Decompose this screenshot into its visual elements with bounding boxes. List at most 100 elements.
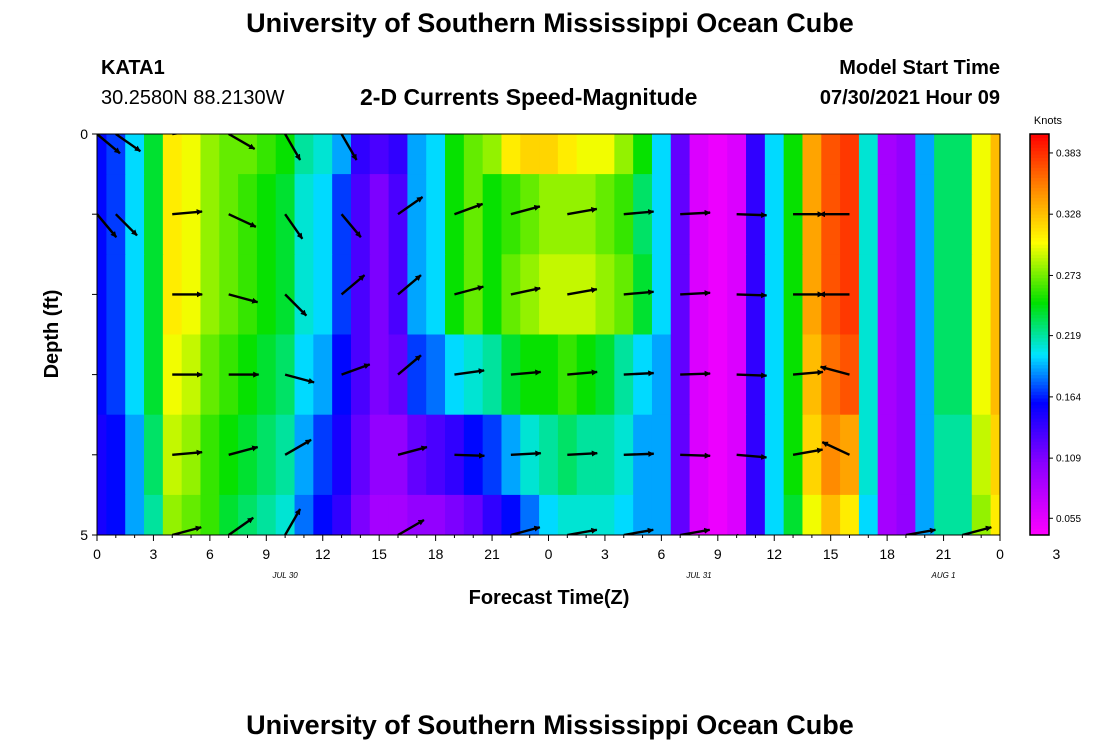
colorbar-segment [1030, 184, 1049, 188]
current-vector [172, 209, 203, 216]
heat-cell [651, 174, 672, 255]
heat-cell [746, 414, 766, 496]
colorbar-segment [1030, 448, 1049, 452]
heat-cell [125, 494, 145, 535]
colorbar-segment [1030, 371, 1049, 376]
heat-cell [689, 134, 710, 175]
colorbar-segment [1030, 504, 1049, 509]
heat-cell [463, 174, 484, 255]
colorbar-segment [1030, 250, 1049, 255]
colorbar-segment [1030, 454, 1049, 459]
heat-cell [313, 134, 333, 175]
colorbar-segment [1030, 271, 1049, 275]
colorbar-segment [1030, 260, 1049, 265]
heat-cell [896, 494, 916, 535]
heat-cell [990, 334, 1000, 416]
date-label: JUL 31 [685, 571, 711, 580]
heat-cell [426, 414, 446, 496]
heat-cell [181, 414, 202, 496]
heat-cell [482, 254, 503, 336]
heat-cell [708, 414, 728, 496]
heat-cell [125, 414, 145, 496]
heat-cell [990, 254, 1000, 336]
current-vector [680, 370, 711, 377]
heat-cell [313, 254, 333, 336]
colorbar-segment [1030, 337, 1049, 342]
heat-cell [482, 134, 503, 175]
colorbar-segment [1030, 411, 1049, 416]
colorbar-segment [1030, 157, 1049, 162]
current-vector [341, 363, 371, 376]
colorbar-segment [1030, 474, 1049, 479]
heat-cell [633, 254, 653, 336]
heat-cell [896, 334, 916, 416]
current-vector [284, 373, 315, 384]
colorbar-tick-label: 0.055 [1056, 514, 1081, 525]
current-vector [567, 450, 598, 457]
heat-cell [633, 134, 653, 175]
colorbar-segment [1030, 494, 1049, 499]
heat-cell [482, 414, 503, 496]
colorbar-tick-label: 0.109 [1056, 454, 1081, 465]
colorbar-segment [1030, 501, 1049, 506]
heat-cell [97, 134, 108, 175]
heat-cell [858, 254, 879, 336]
heat-cell [539, 494, 559, 535]
heat-cell [407, 254, 427, 336]
current-vector [905, 527, 936, 535]
heat-cell [162, 134, 183, 175]
heat-cell [934, 254, 954, 336]
heat-cell [332, 414, 352, 496]
heat-cell [708, 254, 728, 336]
colorbar-segment [1030, 190, 1049, 195]
heat-cell [369, 254, 390, 336]
heat-cell [539, 174, 559, 255]
heat-cell [708, 134, 728, 175]
colorbar-segment [1030, 528, 1049, 533]
current-vector [284, 438, 312, 456]
heat-cell [595, 334, 615, 416]
colorbar-segment [1030, 301, 1049, 305]
heat-cell [463, 494, 484, 535]
colorbar-segment [1030, 438, 1049, 442]
heat-cell [595, 414, 615, 496]
colorbar-segment [1030, 247, 1049, 252]
heat-cell [539, 414, 559, 496]
heat-cell [802, 414, 822, 496]
current-vector [510, 525, 541, 535]
current-vector [623, 370, 655, 377]
colorbar-segment [1030, 464, 1049, 469]
heat-cell [915, 334, 935, 416]
heat-cell [200, 334, 220, 416]
heat-cell [106, 134, 126, 175]
heat-cell [350, 254, 371, 336]
x-axis-label: Forecast Time(Z) [469, 587, 630, 609]
colorbar-segment [1030, 498, 1049, 503]
current-vector [680, 452, 711, 459]
colorbar-segment [1030, 254, 1049, 259]
heat-cell [407, 334, 427, 416]
speed-heatmap [97, 134, 1000, 535]
colorbar-segment [1030, 217, 1049, 222]
colorbar-segment [1030, 351, 1049, 356]
current-vector [228, 134, 256, 151]
heat-cell [463, 334, 484, 416]
current-vector [397, 518, 425, 535]
current-vector [284, 134, 302, 161]
heat-cell [689, 494, 710, 535]
heat-cell [971, 254, 992, 336]
heat-cell [840, 134, 860, 175]
heat-cell [952, 174, 973, 255]
current-vector [567, 206, 598, 216]
heat-cell [840, 174, 860, 255]
heat-cell [144, 494, 164, 535]
colorbar-segment [1030, 451, 1049, 456]
heat-cell [445, 494, 465, 535]
colorbar-segment [1030, 354, 1049, 359]
heat-cell [595, 174, 615, 255]
colorbar-segment [1030, 134, 1049, 138]
heat-cell [200, 494, 220, 535]
current-vector [736, 453, 768, 460]
heat-cell [877, 414, 898, 496]
colorbar-segment [1030, 144, 1049, 148]
